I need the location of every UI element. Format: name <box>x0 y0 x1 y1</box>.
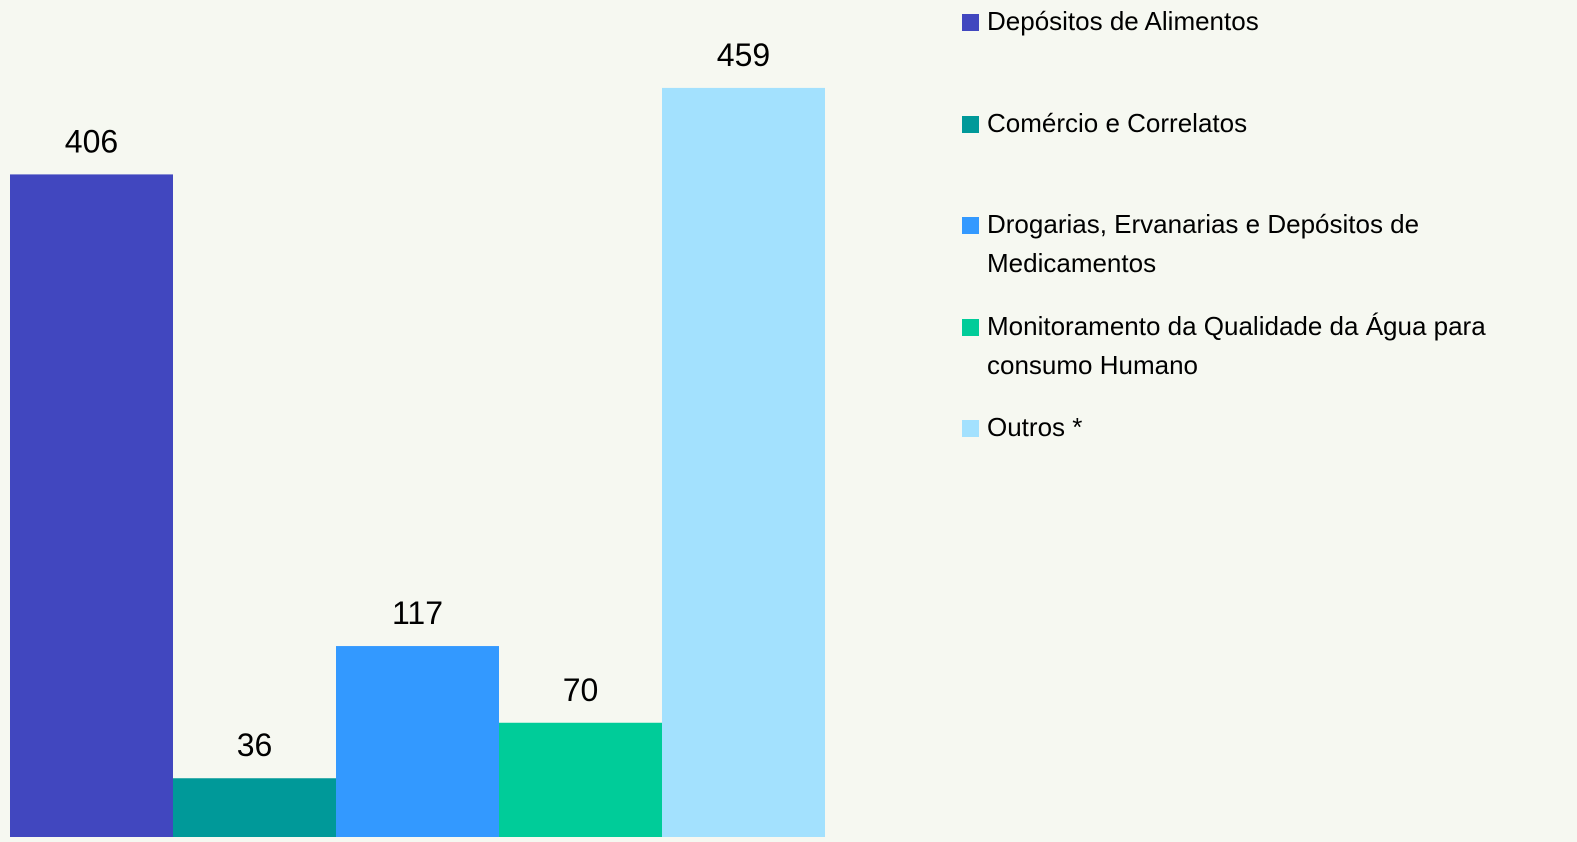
legend-swatch <box>962 318 979 336</box>
legend-label: Depósitos de Alimentos <box>987 6 1259 36</box>
legend-label: Drogarias, Ervanarias e Depósitos de Med… <box>987 209 1420 278</box>
bar <box>499 722 662 837</box>
legend-swatch <box>962 217 979 234</box>
legend-label: Monitoramento da Qualidade da Água para … <box>987 310 1486 380</box>
legend-swatch <box>962 420 979 437</box>
legend-swatch <box>962 115 979 133</box>
data-label: 117 <box>392 595 443 631</box>
legend-item: Outros * <box>962 408 1562 447</box>
data-label: 70 <box>563 672 599 708</box>
data-label: 406 <box>65 123 118 159</box>
legend-item: Monitoramento da Qualidade da Água para … <box>962 307 1562 385</box>
chart: 406 36 117 70 459 <box>10 37 825 838</box>
legend-item: Comércio e Correlatos <box>962 104 1562 143</box>
bar <box>10 174 173 837</box>
legend-label: Comércio e Correlatos <box>987 107 1248 138</box>
legend-label: Outros * <box>987 412 1083 442</box>
legend-swatch <box>962 14 979 31</box>
data-label: 36 <box>237 727 273 763</box>
bar <box>662 87 825 838</box>
legend-item: Drogarias, Ervanarias e Depósitos de Med… <box>962 205 1562 283</box>
bar <box>173 778 336 837</box>
bar <box>336 646 499 837</box>
data-label: 459 <box>717 37 770 73</box>
legend-item: Depósitos de Alimentos <box>962 2 1562 41</box>
